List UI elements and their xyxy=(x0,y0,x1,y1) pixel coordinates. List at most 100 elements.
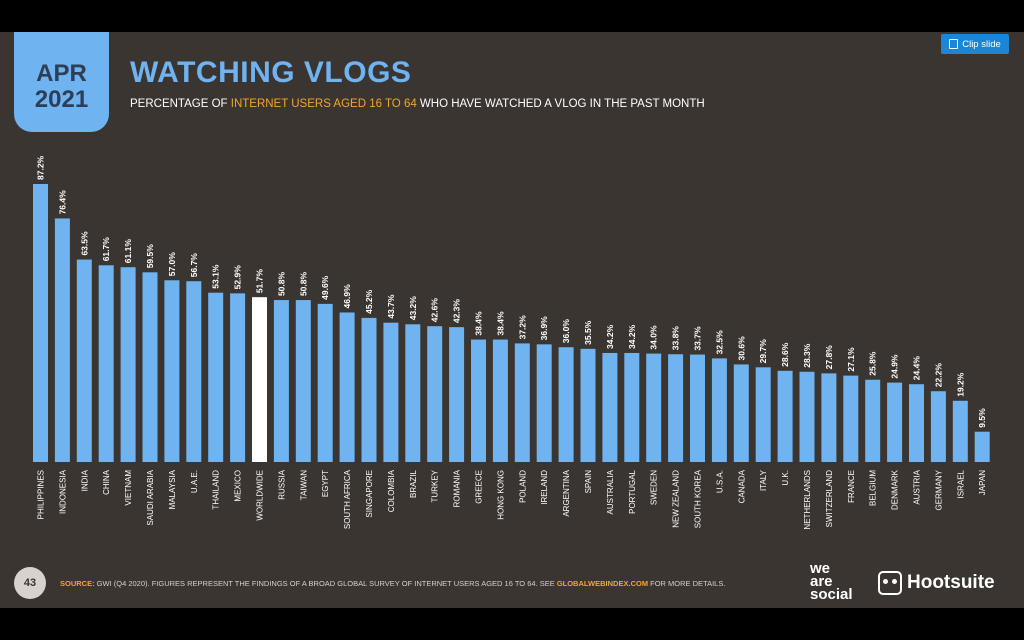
bar-vietnam xyxy=(120,267,136,462)
category-label: IRELAND xyxy=(540,470,549,505)
data-label: 76.4% xyxy=(57,190,67,215)
clip-slide-label: Clip slide xyxy=(962,38,1001,50)
data-label: 19.2% xyxy=(955,372,965,397)
category-label: POLAND xyxy=(518,470,527,503)
category-label: RUSSIA xyxy=(277,469,286,499)
category-label: WORLDWIDE xyxy=(256,470,265,521)
category-label: U.A.E. xyxy=(190,470,199,493)
data-label: 28.3% xyxy=(802,343,812,368)
category-label: SWITZERLAND xyxy=(825,470,834,528)
data-label: 32.5% xyxy=(714,330,724,355)
data-label: 30.6% xyxy=(736,336,746,361)
brand-line-3: social xyxy=(810,586,853,603)
data-label: 52.9% xyxy=(233,265,243,290)
category-label: SPAIN xyxy=(584,470,593,494)
bar-switzerland xyxy=(821,373,837,462)
bar-u-k- xyxy=(777,370,793,462)
page-number: 43 xyxy=(14,567,46,599)
data-label: 27.8% xyxy=(824,345,834,370)
bar-canada xyxy=(733,364,749,462)
data-label: 42.3% xyxy=(452,299,462,324)
category-label: NEW ZEALAND xyxy=(672,470,681,528)
category-label: EGYPT xyxy=(321,470,330,497)
page-subtitle: PERCENTAGE OF INTERNET USERS AGED 16 TO … xyxy=(130,98,705,110)
bar-saudi-arabia xyxy=(142,272,158,462)
subtitle-pre: PERCENTAGE OF xyxy=(130,98,231,110)
data-label: 34.2% xyxy=(605,324,615,349)
category-label: AUSTRALIA xyxy=(606,469,615,514)
category-label: GERMANY xyxy=(934,469,943,510)
bar-sweden xyxy=(646,353,662,462)
category-label: CHINA xyxy=(102,469,111,495)
bar-egypt xyxy=(317,303,333,462)
data-label: 35.5% xyxy=(583,320,593,345)
data-label: 45.2% xyxy=(364,289,374,314)
category-label: BELGIUM xyxy=(869,470,878,506)
bar-brazil xyxy=(405,324,421,462)
data-label: 33.7% xyxy=(693,326,703,351)
bar-malaysia xyxy=(164,280,180,462)
bar-indonesia xyxy=(54,218,70,462)
category-label: ARGENTINA xyxy=(562,469,571,516)
bar-china xyxy=(98,265,114,462)
bar-ireland xyxy=(536,344,552,462)
data-label: 57.0% xyxy=(167,252,177,277)
bar-france xyxy=(843,375,859,462)
bar-south-korea xyxy=(690,354,705,462)
data-label: 87.2% xyxy=(36,155,46,180)
category-label: GREECE xyxy=(475,470,484,504)
we-are-social-logo: we are social xyxy=(810,560,853,603)
data-label: 61.7% xyxy=(101,237,111,262)
data-label: 29.7% xyxy=(758,339,768,364)
data-label: 24.4% xyxy=(912,356,922,381)
data-label: 63.5% xyxy=(79,231,89,256)
bar-thailand xyxy=(208,292,224,462)
source-link[interactable]: GLOBALWEBINDEX.COM xyxy=(556,579,649,588)
bar-germany xyxy=(930,391,946,462)
bar-u-a-e- xyxy=(186,281,202,462)
bar-japan xyxy=(974,431,990,462)
data-label: 38.4% xyxy=(495,311,505,336)
bar-argentina xyxy=(558,347,574,462)
category-label: FRANCE xyxy=(847,470,856,503)
category-label: PORTUGAL xyxy=(628,469,637,513)
page-title: WATCHING VLOGS xyxy=(130,56,412,89)
brand-line-1: we xyxy=(810,560,831,577)
data-label: 24.9% xyxy=(890,354,900,379)
bar-denmark xyxy=(887,382,903,462)
source-tail: FOR MORE DETAILS. xyxy=(648,579,726,588)
owl-icon xyxy=(878,571,902,595)
data-label: 9.5% xyxy=(977,408,987,428)
category-label: CANADA xyxy=(737,469,746,503)
clip-slide-button[interactable]: Clip slide xyxy=(941,34,1009,54)
bar-mexico xyxy=(230,293,246,462)
bar-worldwide xyxy=(252,297,267,462)
category-label: TAIWAN xyxy=(299,470,308,500)
bar-belgium xyxy=(865,379,881,462)
bar-south-africa xyxy=(339,312,355,462)
bar-new-zealand xyxy=(668,354,684,462)
bar-netherlands xyxy=(799,371,815,462)
category-label: AUSTRIA xyxy=(913,469,922,504)
data-label: 50.8% xyxy=(298,272,308,297)
slide: APR 2021 WATCHING VLOGS PERCENTAGE OF IN… xyxy=(0,32,1024,608)
bar-u-s-a- xyxy=(711,358,727,462)
bar-italy xyxy=(755,367,771,462)
category-label: ITALY xyxy=(759,469,768,491)
category-label: JAPAN xyxy=(978,470,987,495)
data-label: 61.1% xyxy=(123,239,133,264)
bar-greece xyxy=(471,339,486,462)
data-label: 42.6% xyxy=(430,298,440,323)
bar-hong-kong xyxy=(492,339,508,462)
category-label: HONG KONG xyxy=(496,470,505,520)
category-label: SAUDI ARABIA xyxy=(146,469,155,525)
category-label: SOUTH AFRICA xyxy=(343,469,352,529)
hootsuite-logo: Hootsuite xyxy=(878,571,995,595)
hootsuite-wordmark: Hootsuite xyxy=(907,572,995,593)
category-label: INDIA xyxy=(80,469,89,491)
source-note: SOURCE: GWI (Q4 2020). FIGURES REPRESENT… xyxy=(60,579,725,588)
category-label: THAILAND xyxy=(212,470,221,510)
bar-portugal xyxy=(624,352,640,462)
date-badge: APR 2021 xyxy=(14,32,109,132)
category-label: NETHERLANDS xyxy=(803,470,812,530)
